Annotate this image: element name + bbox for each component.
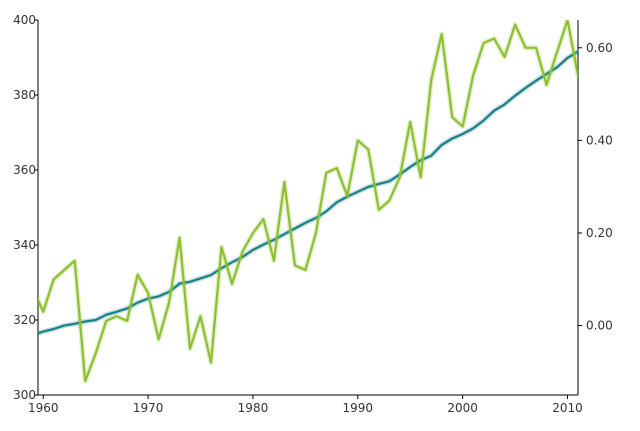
y-right-tick-label: 0.60 — [586, 41, 613, 55]
x-tick-label: 1960 — [28, 401, 59, 415]
y-right-tick-label: 0.40 — [586, 133, 613, 147]
y-left-tick-label: 300 — [13, 388, 36, 402]
y-left-tick-label: 400 — [13, 13, 36, 27]
y-left-tick-label: 340 — [13, 238, 36, 252]
x-tick-label: 2000 — [447, 401, 478, 415]
temperature-anomaly-line-halo — [38, 20, 578, 384]
co2-concentration-line — [38, 50, 578, 335]
y-left-tick-label: 320 — [13, 313, 36, 327]
y-left-tick-label: 360 — [13, 163, 36, 177]
y-left-tick-label: 380 — [13, 88, 36, 102]
y-right-tick-label: 0.00 — [586, 319, 613, 333]
axes — [34, 19, 582, 399]
x-tick-label: 1990 — [343, 401, 374, 415]
x-tick-label: 1980 — [238, 401, 269, 415]
tick-labels: 300 320 340 360 380 400 0.00 0.20 0.40 0.60 1960 19… — [13, 13, 613, 415]
x-tick-label: 2010 — [552, 401, 583, 415]
y-right-tick-label: 0.20 — [586, 226, 613, 240]
x-tick-label: 1970 — [133, 401, 164, 415]
co2-concentration-line-halo — [38, 49, 578, 336]
series-layer — [38, 20, 578, 384]
temperature-anomaly-line — [38, 20, 578, 383]
